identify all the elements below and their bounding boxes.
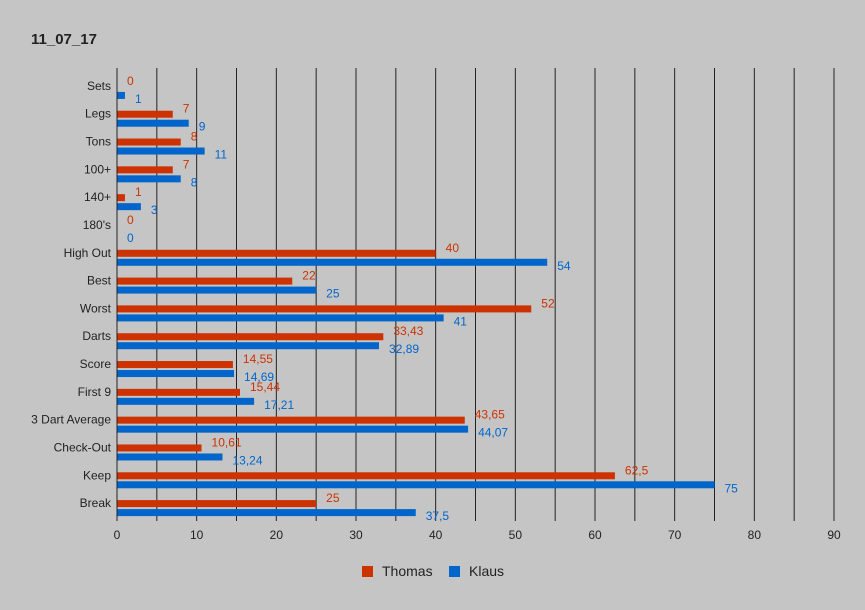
bar-klaus-darts xyxy=(117,342,380,350)
data-labels: 017981178130040542225524133,4332,8914,55… xyxy=(127,74,738,523)
bar-klaus-tons xyxy=(117,147,205,155)
data-label-thomas-legs: 7 xyxy=(183,102,190,116)
bar-klaus-score xyxy=(117,370,235,378)
x-tick-label-40: 40 xyxy=(429,528,443,542)
data-label-thomas-high-out: 40 xyxy=(446,241,460,255)
bars xyxy=(117,91,715,517)
data-label-klaus-worst: 41 xyxy=(454,314,468,328)
data-label-thomas-best: 22 xyxy=(302,269,316,283)
x-tick-label-90: 90 xyxy=(827,528,841,542)
data-label-klaus-score: 14,69 xyxy=(244,370,274,384)
bar-thomas-best xyxy=(117,277,293,285)
x-tick-label-50: 50 xyxy=(509,528,523,542)
data-label-klaus-high-out: 54 xyxy=(557,259,571,273)
bar-klaus-best xyxy=(117,286,317,294)
data-label-klaus-first-9: 17,21 xyxy=(264,398,294,412)
data-label-klaus-best: 25 xyxy=(326,287,340,301)
bar-klaus-high-out xyxy=(117,258,548,266)
data-label-klaus-sets: 1 xyxy=(135,92,142,106)
data-label-klaus-legs: 9 xyxy=(199,120,206,134)
category-label-tons: Tons xyxy=(86,135,111,149)
bar-klaus-100 xyxy=(117,175,181,183)
data-label-klaus-140: 3 xyxy=(151,203,158,217)
bar-thomas-worst xyxy=(117,305,532,313)
bar-klaus-keep xyxy=(117,481,715,489)
legend: Thomas Klaus xyxy=(362,563,504,579)
bar-thomas-first-9 xyxy=(117,388,241,396)
category-label-best: Best xyxy=(87,274,112,288)
x-tick-label-20: 20 xyxy=(270,528,284,542)
data-label-thomas-darts: 33,43 xyxy=(393,324,423,338)
bar-thomas-high-out xyxy=(117,249,436,257)
data-label-thomas-tons: 8 xyxy=(191,130,198,144)
x-tick-label-70: 70 xyxy=(668,528,682,542)
legend-swatch-klaus xyxy=(449,566,460,577)
x-tick-label-0: 0 xyxy=(114,528,121,542)
category-label-score: Score xyxy=(80,357,112,371)
legend-swatch-thomas xyxy=(362,566,373,577)
x-tick-label-60: 60 xyxy=(588,528,602,542)
data-label-thomas-first-9: 15,44 xyxy=(250,380,280,394)
bar-klaus-140 xyxy=(117,203,141,211)
data-label-klaus-darts: 32,89 xyxy=(389,342,419,356)
category-label-worst: Worst xyxy=(80,301,112,315)
bar-klaus-3-dart-average xyxy=(117,425,469,433)
x-tick-label-10: 10 xyxy=(190,528,204,542)
category-label-keep: Keep xyxy=(83,468,111,482)
category-label-check-out: Check-Out xyxy=(54,440,112,454)
bar-thomas-legs xyxy=(117,110,173,118)
category-label-140: 140+ xyxy=(84,190,111,204)
data-label-thomas-worst: 52 xyxy=(541,296,555,310)
chart-title: 11_07_17 xyxy=(31,31,97,48)
x-tick-label-30: 30 xyxy=(349,528,363,542)
bar-thomas-140 xyxy=(117,194,125,202)
data-label-klaus-tons: 11 xyxy=(215,148,228,162)
bar-thomas-100 xyxy=(117,166,173,174)
data-label-klaus-break: 37,5 xyxy=(426,509,450,523)
bar-klaus-first-9 xyxy=(117,397,255,405)
category-label-legs: Legs xyxy=(85,107,111,121)
bar-klaus-break xyxy=(117,509,416,517)
data-label-thomas-100: 7 xyxy=(183,157,190,171)
x-tick-label-80: 80 xyxy=(748,528,762,542)
data-label-thomas-3-dart-average: 43,65 xyxy=(475,408,505,422)
bar-thomas-darts xyxy=(117,333,384,341)
bar-klaus-worst xyxy=(117,314,444,322)
data-label-thomas-180-s: 0 xyxy=(127,213,134,227)
bar-thomas-break xyxy=(117,500,317,508)
category-label-first-9: First 9 xyxy=(78,385,112,399)
bar-klaus-legs xyxy=(117,119,189,127)
category-label-3-dart-average: 3 Dart Average xyxy=(31,413,111,427)
bar-klaus-check-out xyxy=(117,453,223,461)
category-label-darts: Darts xyxy=(82,329,111,343)
gridlines xyxy=(156,68,835,521)
axes: 0 10 20 30 40 50 60 70 80 90SetsLegsTons100+140+1… xyxy=(31,68,841,542)
bar-thomas-score xyxy=(117,361,233,369)
legend-label-klaus: Klaus xyxy=(469,563,504,579)
bar-thomas-3-dart-average xyxy=(117,416,465,424)
data-label-thomas-sets: 0 xyxy=(127,74,134,88)
data-label-thomas-keep: 62,5 xyxy=(625,463,649,477)
category-label-break: Break xyxy=(80,496,112,510)
data-label-thomas-140: 1 xyxy=(135,185,142,199)
bar-thomas-tons xyxy=(117,138,181,146)
legend-label-thomas: Thomas xyxy=(382,563,433,579)
data-label-thomas-score: 14,55 xyxy=(243,352,273,366)
bar-klaus-sets xyxy=(117,91,125,99)
data-label-klaus-check-out: 13,24 xyxy=(232,453,262,467)
data-label-klaus-3-dart-average: 44,07 xyxy=(478,426,508,440)
data-label-thomas-break: 25 xyxy=(326,491,340,505)
category-label-180-s: 180's xyxy=(83,218,111,232)
bar-thomas-keep xyxy=(117,472,615,480)
data-label-thomas-check-out: 10,61 xyxy=(212,435,242,449)
category-label-100: 100+ xyxy=(84,162,111,176)
data-label-klaus-100: 8 xyxy=(191,175,198,189)
bar-thomas-check-out xyxy=(117,444,202,452)
data-label-klaus-180-s: 0 xyxy=(127,231,134,245)
category-label-high-out: High Out xyxy=(64,246,112,260)
data-label-klaus-keep: 75 xyxy=(725,481,739,495)
category-label-sets: Sets xyxy=(87,79,111,93)
